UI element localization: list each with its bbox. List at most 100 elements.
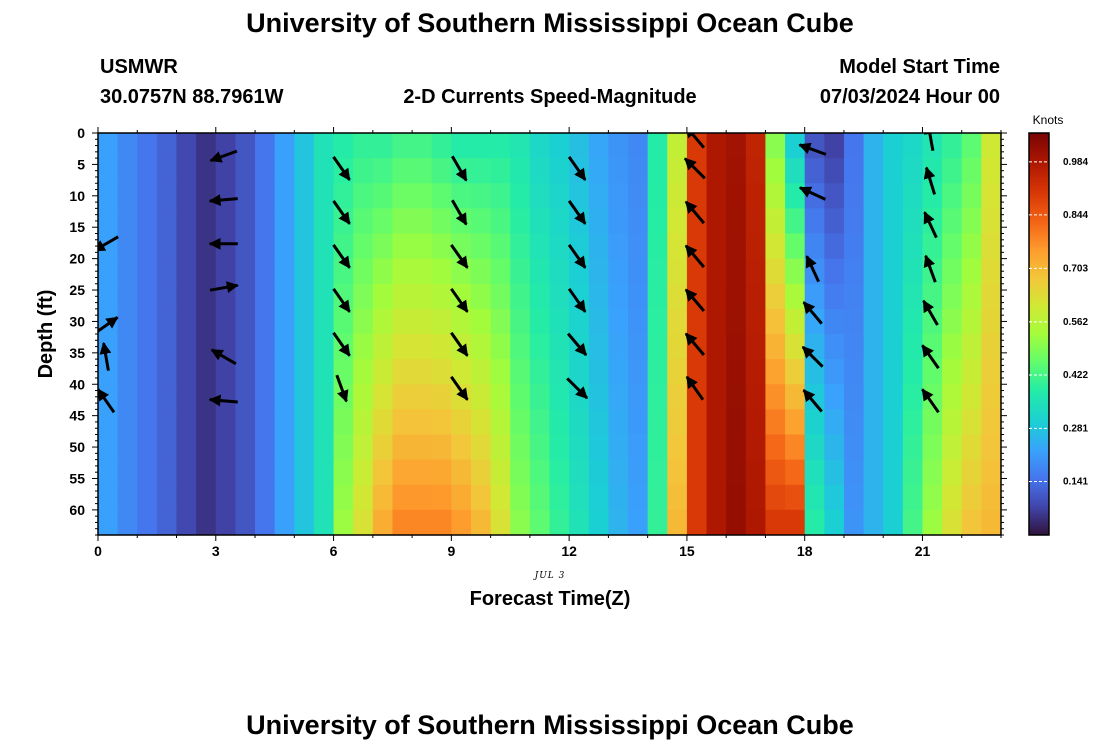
- heatmap-cell: [313, 283, 335, 310]
- heatmap-cell: [196, 133, 217, 159]
- current-vector: [802, 389, 823, 413]
- heatmap-cell: [863, 183, 884, 209]
- heatmap-cell: [824, 359, 845, 385]
- heatmap-cell: [608, 258, 629, 285]
- heatmap-cell: [942, 183, 963, 209]
- heatmap-cell: [549, 233, 570, 260]
- x-tick-label: 12: [561, 543, 577, 559]
- heatmap-cell: [412, 334, 433, 360]
- heatmap-cell: [922, 409, 943, 436]
- heatmap-cell: [843, 434, 865, 461]
- heatmap-cell: [412, 308, 433, 335]
- current-vector: [921, 388, 940, 414]
- heatmap-cell: [981, 133, 1001, 159]
- heatmap-cell: [117, 283, 138, 310]
- heatmap-cell: [804, 434, 825, 461]
- heatmap-cell: [785, 484, 806, 511]
- heatmap-cell: [470, 208, 492, 235]
- heatmap-cell: [294, 334, 315, 360]
- heatmap-cell: [235, 434, 256, 461]
- heatmap-cell: [824, 208, 845, 235]
- heatmap-cell: [255, 283, 276, 310]
- heatmap-cell: [628, 308, 649, 335]
- heatmap-cell: [608, 183, 629, 209]
- heatmap-cell: [392, 384, 413, 410]
- heatmap-cell: [215, 384, 237, 410]
- heatmap-cell: [137, 208, 158, 235]
- heatmap-cell: [804, 484, 825, 511]
- heatmap-cell: [333, 434, 354, 461]
- heatmap-cell: [608, 434, 629, 461]
- heatmap-cell: [196, 484, 217, 511]
- heatmap-cell: [490, 133, 511, 159]
- heatmap-cell: [274, 384, 295, 410]
- heatmap-cell: [176, 409, 197, 436]
- heatmap-cell: [961, 334, 982, 360]
- heatmap-cell: [549, 308, 570, 335]
- heatmap-cell: [490, 409, 511, 436]
- heatmap-cell: [156, 359, 178, 385]
- heatmap-cell: [510, 233, 531, 260]
- heatmap-cell: [255, 233, 276, 260]
- heatmap-cell: [196, 409, 217, 436]
- heatmap-cell: [156, 384, 178, 410]
- current-vector: [805, 255, 820, 283]
- heatmap-cell: [628, 509, 649, 535]
- heatmap-cell: [274, 258, 295, 285]
- heatmap-cell: [667, 359, 688, 385]
- heatmap-cell: [726, 434, 747, 461]
- colorbar-tick-label: 0.281: [1063, 423, 1088, 434]
- heatmap-cell: [686, 509, 708, 535]
- heatmap-cell: [922, 308, 943, 335]
- heatmap-cell: [235, 233, 256, 260]
- heatmap-cell: [333, 409, 354, 436]
- heatmap-cell: [961, 183, 982, 209]
- heatmap-cell: [255, 308, 276, 335]
- heatmap-cell: [294, 459, 315, 486]
- heatmap-cell: [470, 509, 492, 535]
- heatmap-cell: [313, 158, 335, 184]
- colorbar-tick-label: 0.703: [1063, 263, 1088, 274]
- heatmap-cell: [667, 283, 688, 310]
- heatmap-cell: [196, 283, 217, 310]
- heatmap-cell: [765, 434, 786, 461]
- heatmap-cell: [902, 283, 924, 310]
- heatmap-cell: [529, 434, 551, 461]
- heatmap-cell: [961, 359, 982, 385]
- heatmap-cell: [863, 133, 884, 159]
- heatmap-cell: [412, 384, 433, 410]
- heatmap-cell: [274, 308, 295, 335]
- heatmap-cell: [628, 208, 649, 235]
- heatmap-cell: [608, 308, 629, 335]
- heatmap-cell: [569, 434, 590, 461]
- heatmap-cell: [922, 334, 943, 360]
- heatmap-cell: [412, 283, 433, 310]
- current-vector: [450, 244, 469, 269]
- heatmap-cell: [137, 133, 158, 159]
- heatmap-cell: [588, 359, 609, 385]
- heatmap-cell: [647, 208, 668, 235]
- heatmap-cell: [294, 258, 315, 285]
- heatmap-cell: [196, 434, 217, 461]
- heatmap-cell: [785, 409, 806, 436]
- heatmap-cell: [176, 258, 197, 285]
- heatmap-cell: [745, 183, 767, 209]
- current-vector: [685, 375, 705, 401]
- heatmap-cell: [824, 484, 845, 511]
- heatmap-cell: [843, 459, 865, 486]
- heatmap-cell: [569, 133, 590, 159]
- heatmap-cell: [431, 133, 452, 159]
- y-tick-label: 20: [69, 251, 85, 267]
- heatmap-cell: [156, 434, 178, 461]
- heatmap-cell: [981, 434, 1001, 461]
- heatmap-cell: [313, 258, 335, 285]
- date-label: JUL 3: [533, 571, 566, 581]
- heatmap-cell: [137, 434, 158, 461]
- y-tick-label: 55: [69, 470, 85, 486]
- heatmap-cell: [765, 334, 786, 360]
- heatmap-cell: [765, 233, 786, 260]
- heatmap-cell: [883, 183, 904, 209]
- heatmap-cell: [883, 484, 904, 511]
- heatmap-cell: [333, 258, 354, 285]
- heatmap-cell: [137, 359, 158, 385]
